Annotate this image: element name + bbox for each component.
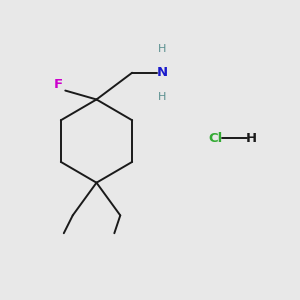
Text: H: H — [245, 132, 256, 145]
Text: N: N — [156, 66, 167, 79]
Text: F: F — [53, 78, 62, 91]
Text: Cl: Cl — [208, 132, 223, 145]
Text: H: H — [158, 44, 166, 54]
Text: H: H — [158, 92, 166, 101]
